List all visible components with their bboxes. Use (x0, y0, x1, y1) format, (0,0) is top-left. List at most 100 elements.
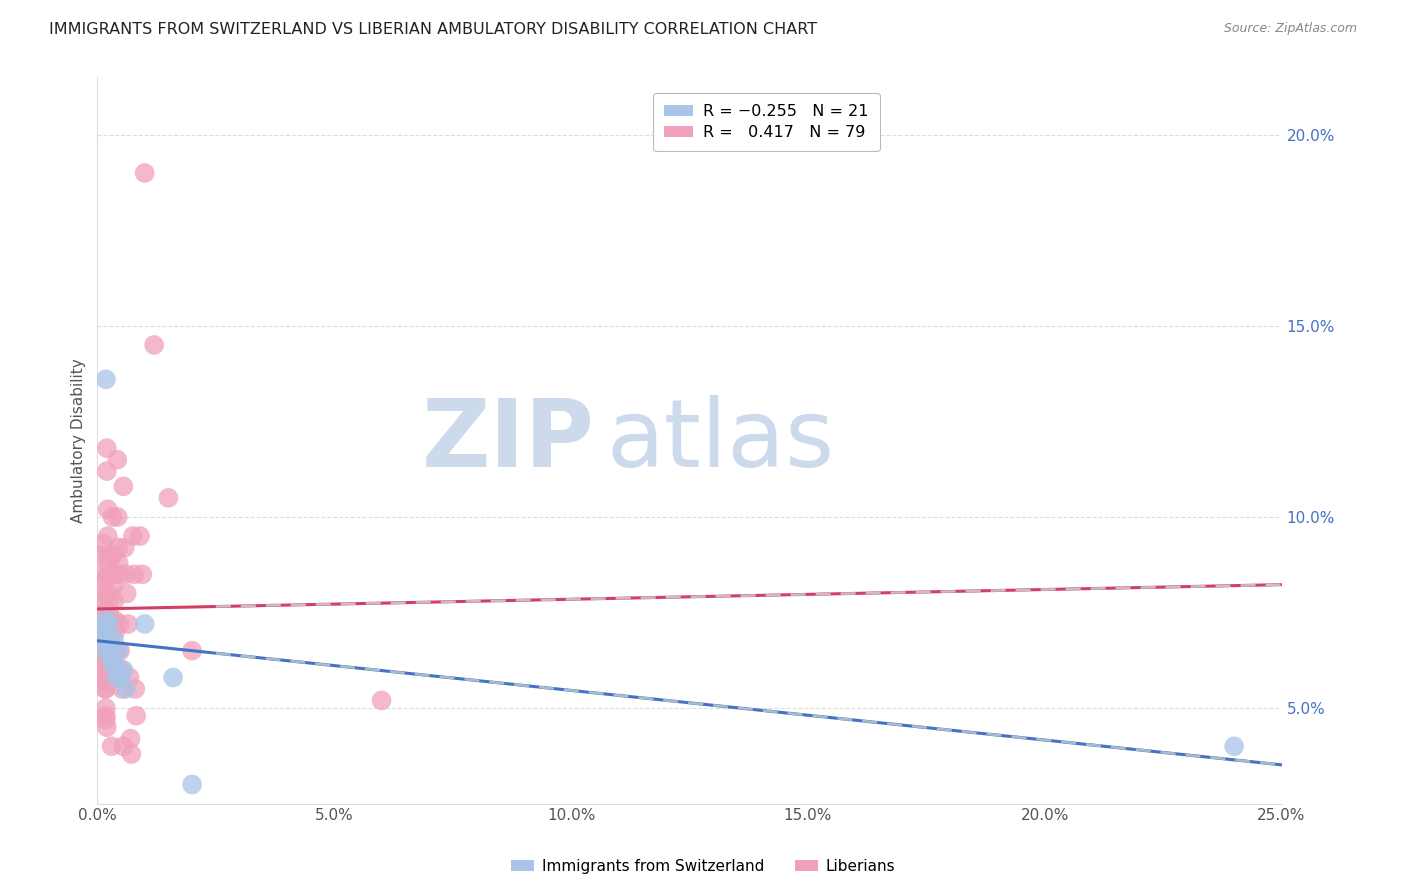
Point (103, 579, 125, 593)
Point (107, 541, 129, 555)
Point (118, 671, 141, 685)
Point (157, 491, 180, 505)
Point (103, 594, 125, 608)
Point (97, 556, 120, 570)
Point (98, 617, 121, 632)
Text: Source: ZipAtlas.com: Source: ZipAtlas.com (1223, 22, 1357, 36)
Point (90, 617, 112, 632)
Text: IMMIGRANTS FROM SWITZERLAND VS LIBERIAN AMBULATORY DISABILITY CORRELATION CHART: IMMIGRANTS FROM SWITZERLAND VS LIBERIAN … (49, 22, 817, 37)
Point (117, 617, 139, 632)
Point (120, 731, 142, 746)
Point (105, 671, 128, 685)
Point (108, 567, 131, 582)
Point (94, 372, 117, 386)
Point (125, 708, 148, 723)
Point (93, 651, 115, 665)
Point (97, 632, 120, 647)
Point (93, 632, 115, 647)
Point (98, 617, 121, 632)
Point (181, 644, 204, 658)
Point (94, 681, 117, 696)
Point (101, 510, 124, 524)
Point (96, 464, 118, 478)
Point (100, 739, 122, 754)
Point (115, 586, 138, 600)
Point (124, 681, 146, 696)
Point (134, 166, 156, 180)
Point (100, 644, 122, 658)
Point (90, 567, 112, 582)
Point (96, 441, 118, 455)
Point (91, 537, 114, 551)
Point (97, 502, 120, 516)
Point (93, 624, 115, 639)
Y-axis label: Ambulatory Disability: Ambulatory Disability (72, 359, 86, 523)
Point (114, 681, 136, 696)
Point (94, 713, 117, 727)
Point (94, 681, 117, 696)
Point (91, 606, 114, 620)
Point (100, 663, 122, 677)
Point (110, 671, 132, 685)
Point (107, 510, 129, 524)
Point (91, 632, 114, 647)
Point (105, 452, 128, 467)
Text: atlas: atlas (606, 394, 835, 486)
Point (94, 708, 117, 723)
Point (97, 529, 120, 543)
Point (98, 644, 121, 658)
Point (100, 671, 122, 685)
Point (97, 567, 120, 582)
Point (129, 529, 152, 543)
Point (114, 541, 136, 555)
Point (131, 567, 153, 582)
Point (98, 606, 121, 620)
Point (143, 338, 166, 352)
Point (110, 663, 132, 677)
Point (370, 693, 392, 707)
Point (93, 655, 115, 669)
Point (98, 594, 121, 608)
Point (100, 655, 122, 669)
Point (104, 659, 127, 673)
Point (112, 663, 135, 677)
Point (93, 644, 115, 658)
Point (91, 624, 114, 639)
Point (100, 655, 122, 669)
Point (105, 644, 128, 658)
Point (124, 567, 146, 582)
Point (93, 663, 115, 677)
Point (96, 720, 118, 734)
Legend: R = −0.255   N = 21, R =   0.417   N = 79: R = −0.255 N = 21, R = 0.417 N = 79 (654, 93, 880, 152)
Point (107, 556, 129, 570)
Point (104, 613, 127, 627)
Point (91, 586, 114, 600)
Point (104, 624, 127, 639)
Point (91, 574, 114, 589)
Legend: Immigrants from Switzerland, Liberians: Immigrants from Switzerland, Liberians (505, 853, 901, 880)
Point (101, 548, 124, 562)
Point (94, 674, 117, 689)
Point (1223, 739, 1246, 754)
Point (181, 777, 204, 791)
Point (107, 644, 129, 658)
Point (93, 644, 115, 658)
Point (91, 594, 114, 608)
Point (108, 617, 131, 632)
Point (111, 681, 134, 696)
Point (105, 671, 128, 685)
Point (122, 529, 145, 543)
Point (103, 567, 125, 582)
Point (93, 613, 115, 627)
Point (94, 701, 117, 715)
Point (98, 632, 121, 647)
Point (114, 567, 136, 582)
Point (103, 632, 125, 647)
Point (93, 636, 115, 650)
Point (108, 644, 131, 658)
Point (89, 548, 111, 562)
Point (112, 479, 135, 493)
Point (93, 644, 115, 658)
Point (162, 671, 184, 685)
Point (97, 586, 120, 600)
